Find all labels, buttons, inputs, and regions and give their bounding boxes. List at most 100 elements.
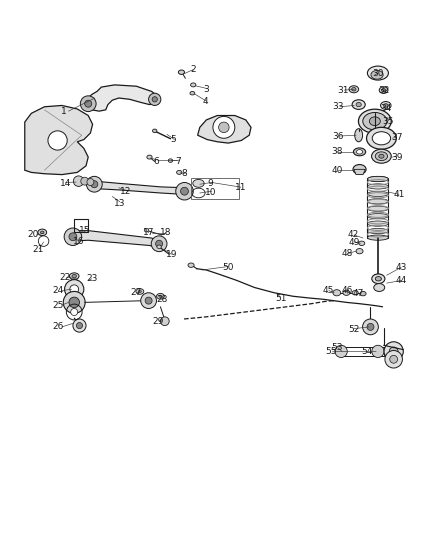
- Text: 42: 42: [346, 230, 358, 239]
- Text: 17: 17: [142, 228, 154, 237]
- Text: 16: 16: [73, 237, 84, 246]
- Text: 43: 43: [395, 263, 406, 272]
- Text: 5: 5: [170, 135, 176, 144]
- Ellipse shape: [190, 92, 194, 95]
- Ellipse shape: [373, 284, 384, 292]
- Ellipse shape: [72, 274, 76, 278]
- Ellipse shape: [168, 159, 172, 163]
- Ellipse shape: [351, 87, 355, 91]
- Ellipse shape: [374, 277, 381, 281]
- Text: 18: 18: [160, 228, 171, 237]
- Text: 38: 38: [330, 147, 342, 156]
- Text: 19: 19: [165, 250, 177, 259]
- Ellipse shape: [351, 100, 364, 109]
- Ellipse shape: [355, 248, 362, 254]
- Circle shape: [148, 93, 160, 106]
- Text: 44: 44: [395, 276, 406, 285]
- Circle shape: [151, 236, 166, 252]
- Circle shape: [73, 176, 84, 187]
- Ellipse shape: [176, 171, 181, 174]
- Text: 48: 48: [341, 249, 352, 258]
- Ellipse shape: [367, 176, 388, 182]
- Polygon shape: [353, 169, 364, 175]
- Circle shape: [63, 292, 85, 313]
- Ellipse shape: [147, 155, 152, 159]
- Ellipse shape: [332, 290, 340, 296]
- Circle shape: [91, 181, 98, 188]
- Ellipse shape: [368, 117, 379, 126]
- Circle shape: [70, 285, 78, 294]
- Ellipse shape: [367, 214, 388, 219]
- Ellipse shape: [351, 290, 357, 295]
- Polygon shape: [71, 231, 161, 248]
- Text: 54: 54: [361, 348, 372, 357]
- Ellipse shape: [156, 293, 164, 299]
- Text: 9: 9: [208, 179, 213, 188]
- Circle shape: [81, 177, 88, 185]
- Text: 20: 20: [28, 230, 39, 239]
- Ellipse shape: [354, 128, 362, 142]
- Text: 36: 36: [331, 132, 343, 141]
- Ellipse shape: [380, 101, 390, 109]
- Text: 25: 25: [53, 301, 64, 310]
- Circle shape: [64, 280, 84, 299]
- Ellipse shape: [366, 127, 396, 149]
- Circle shape: [366, 324, 373, 330]
- Ellipse shape: [367, 206, 388, 212]
- Text: 46: 46: [341, 286, 352, 295]
- Ellipse shape: [371, 132, 390, 145]
- Circle shape: [155, 240, 162, 247]
- Ellipse shape: [383, 104, 387, 107]
- Text: 37: 37: [390, 133, 402, 142]
- Ellipse shape: [367, 184, 388, 189]
- Circle shape: [48, 131, 67, 150]
- Ellipse shape: [192, 180, 204, 187]
- Circle shape: [71, 309, 78, 316]
- Ellipse shape: [381, 88, 385, 92]
- Text: 34: 34: [379, 103, 391, 112]
- Circle shape: [212, 116, 234, 138]
- Ellipse shape: [38, 229, 46, 236]
- Circle shape: [334, 345, 346, 358]
- Text: 53: 53: [330, 343, 342, 352]
- Ellipse shape: [367, 176, 388, 182]
- Ellipse shape: [367, 235, 388, 240]
- Circle shape: [384, 351, 402, 368]
- Text: 55: 55: [325, 348, 336, 357]
- Circle shape: [175, 182, 193, 200]
- Circle shape: [362, 319, 378, 335]
- Ellipse shape: [342, 290, 349, 295]
- Polygon shape: [92, 181, 183, 195]
- Text: 22: 22: [60, 273, 71, 282]
- Circle shape: [180, 187, 188, 195]
- Ellipse shape: [72, 280, 76, 283]
- Text: 28: 28: [155, 295, 167, 304]
- Circle shape: [76, 322, 82, 329]
- Text: 27: 27: [131, 288, 142, 297]
- Text: 14: 14: [60, 179, 71, 188]
- Ellipse shape: [156, 245, 161, 248]
- Text: 52: 52: [348, 326, 359, 334]
- Text: 13: 13: [114, 199, 125, 207]
- Bar: [367, 179, 388, 238]
- Polygon shape: [86, 85, 158, 111]
- Circle shape: [152, 96, 157, 102]
- Ellipse shape: [70, 279, 78, 285]
- Ellipse shape: [367, 191, 388, 197]
- Text: 50: 50: [222, 263, 233, 272]
- Text: 4: 4: [202, 96, 208, 106]
- Circle shape: [389, 347, 397, 356]
- Circle shape: [86, 176, 102, 192]
- Text: 2: 2: [190, 65, 196, 74]
- Ellipse shape: [144, 229, 148, 232]
- Text: 8: 8: [181, 169, 187, 178]
- Text: 15: 15: [79, 226, 91, 235]
- Ellipse shape: [138, 290, 141, 293]
- Ellipse shape: [355, 102, 360, 107]
- Circle shape: [389, 356, 397, 363]
- Ellipse shape: [370, 70, 382, 79]
- Circle shape: [160, 317, 169, 326]
- Ellipse shape: [367, 221, 388, 226]
- Circle shape: [80, 96, 96, 111]
- Ellipse shape: [190, 83, 195, 87]
